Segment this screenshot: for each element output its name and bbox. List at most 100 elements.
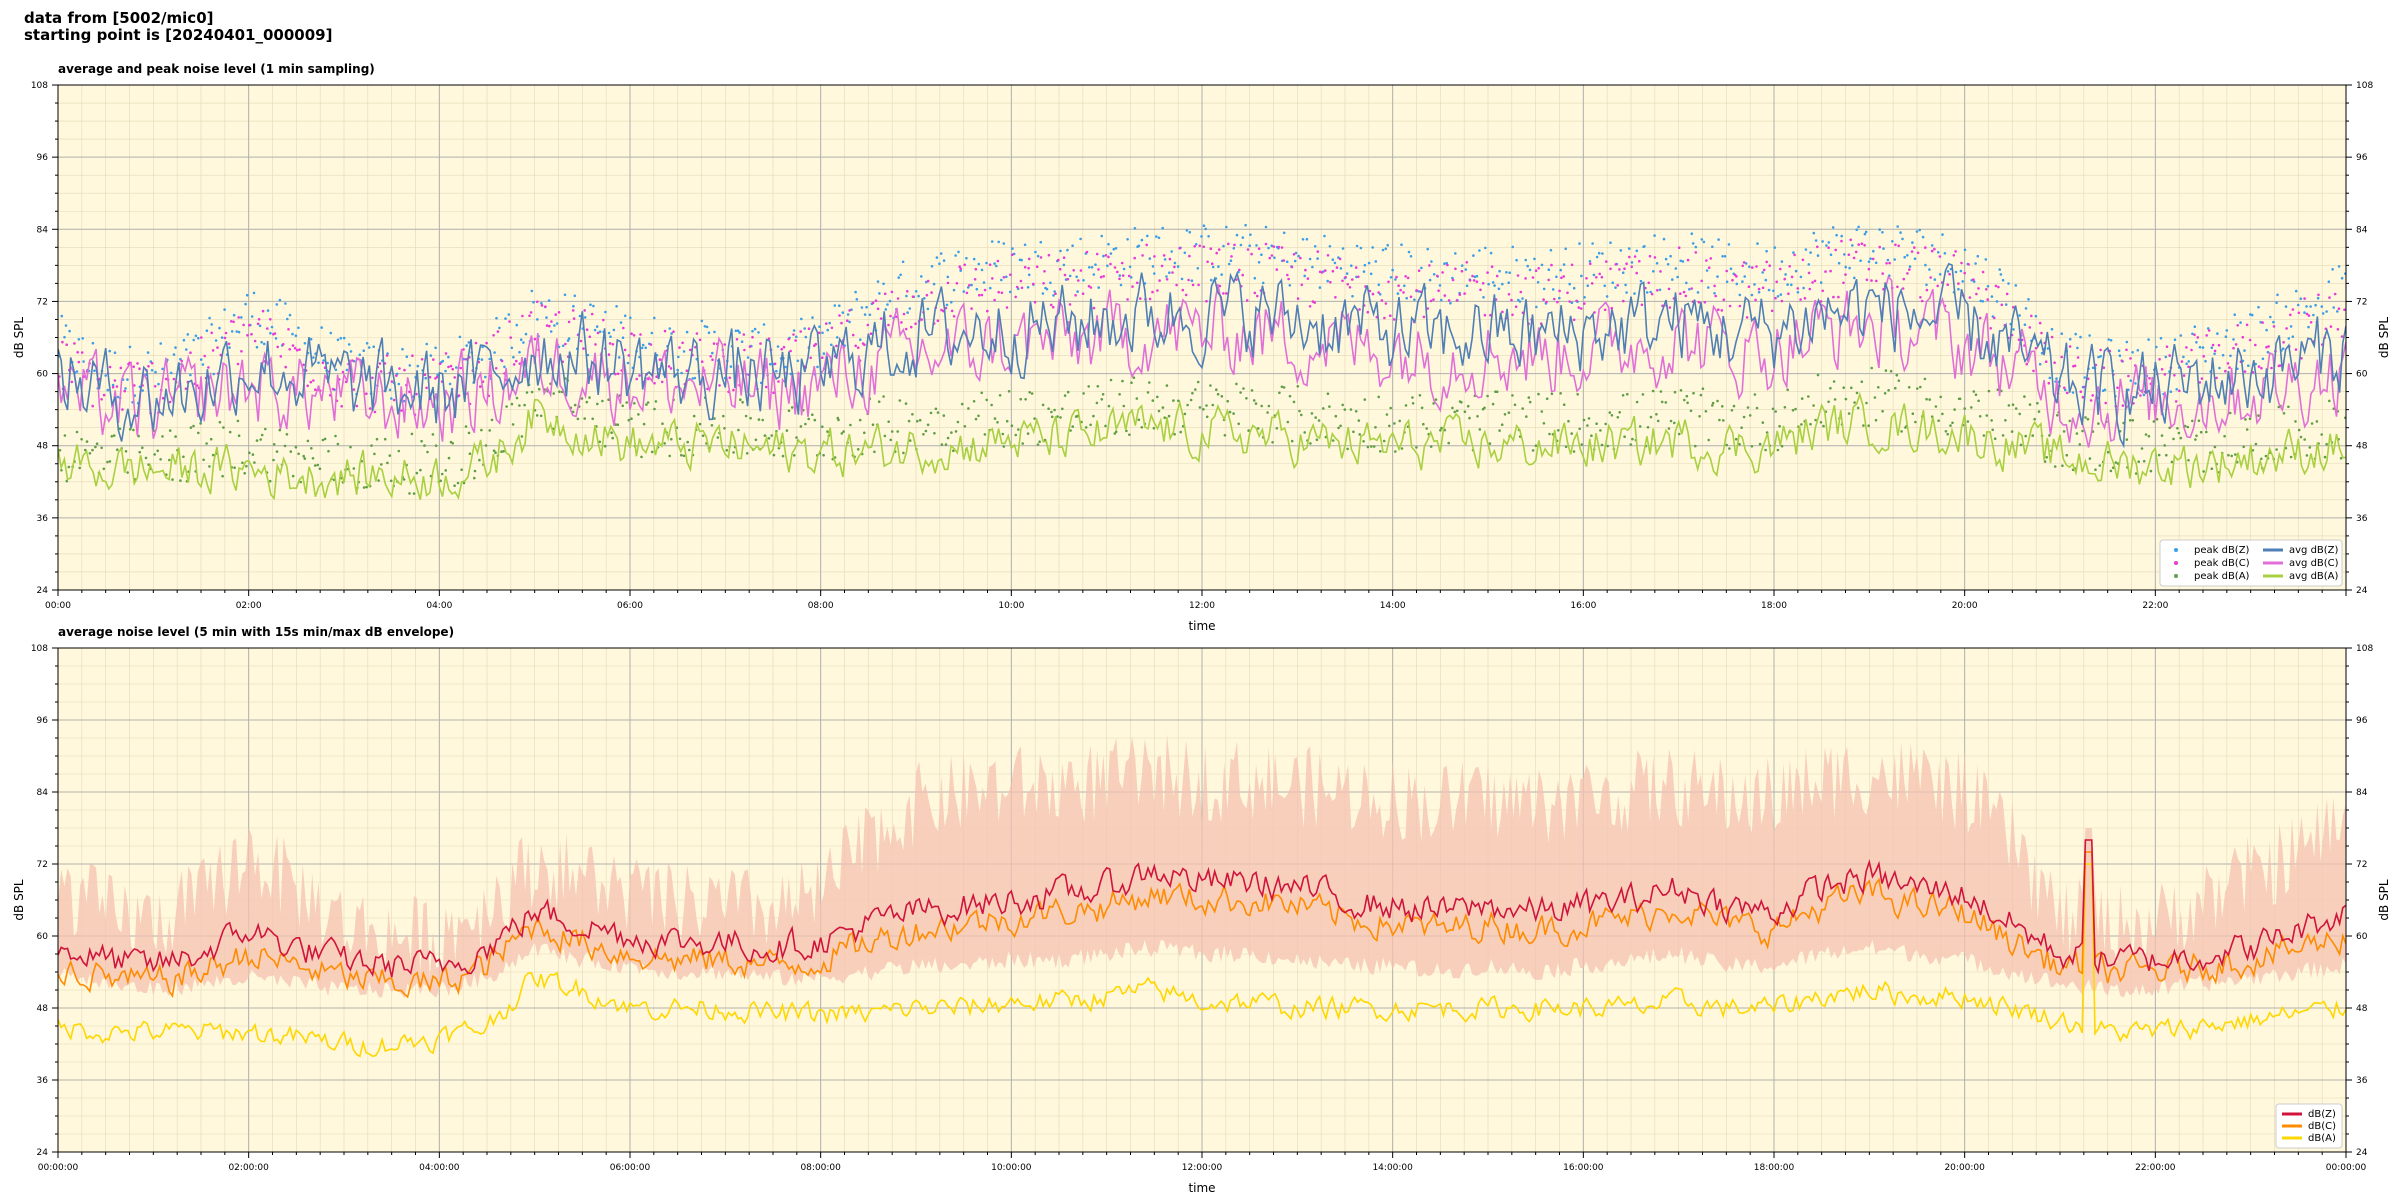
peak-point [111, 385, 115, 389]
peak-point [846, 313, 850, 316]
peak-point [1758, 442, 1762, 446]
peak-point [426, 450, 429, 454]
peak-point [1389, 406, 1392, 410]
peak-point [1911, 412, 1915, 416]
peak-point [1087, 385, 1090, 388]
peak-point [1867, 260, 1871, 264]
peak-point [479, 385, 482, 388]
peak-point [1298, 409, 1301, 413]
peak-point [2327, 280, 2331, 284]
peak-point [1331, 258, 1335, 262]
peak-point [1222, 244, 1225, 248]
peak-point [1827, 241, 1831, 244]
peak-point [212, 372, 215, 376]
peak-point [58, 449, 62, 452]
peak-point [923, 297, 926, 300]
peak-point [77, 360, 81, 364]
peak-point [1528, 268, 1532, 272]
peak-point [1918, 228, 1921, 232]
peak-point [1296, 385, 1300, 388]
peak-point [2232, 338, 2235, 341]
peak-point [1677, 432, 1681, 436]
peak-point [1997, 285, 2000, 289]
peak-point [596, 331, 600, 335]
peak-point [571, 410, 575, 414]
peak-point [1042, 282, 1045, 285]
peak-point [958, 265, 961, 269]
peak-point [1958, 397, 1962, 401]
peak-point [1443, 262, 1446, 266]
peak-point [2024, 434, 2027, 438]
peak-point [1089, 423, 1092, 427]
peak-point [2325, 442, 2328, 446]
peak-point [822, 352, 826, 355]
peak-point [2224, 335, 2228, 339]
peak-point [1472, 254, 1475, 257]
peak-point [1960, 261, 1963, 265]
peak-point [1570, 432, 1573, 435]
peak-point [1146, 391, 1150, 394]
peak-point [1116, 270, 1119, 274]
peak-point [1228, 410, 1232, 414]
peak-point [1438, 284, 1442, 287]
peak-point [950, 309, 954, 313]
peak-point [1761, 271, 1764, 274]
peak-point [990, 240, 994, 243]
peak-point [1735, 282, 1739, 286]
peak-point [2225, 329, 2229, 332]
peak-point [1175, 283, 1178, 287]
peak-point [818, 331, 821, 335]
peak-point [741, 401, 744, 404]
peak-point [2191, 419, 2194, 423]
peak-point [2163, 373, 2167, 376]
peak-point [2308, 446, 2312, 449]
peak-point [1837, 295, 1840, 299]
peak-point [189, 426, 193, 429]
peak-point [1367, 261, 1371, 265]
y-axis-label-right: dB SPL [2377, 317, 2391, 359]
peak-point [785, 429, 789, 432]
peak-point [1455, 299, 1459, 302]
peak-point [763, 434, 767, 437]
peak-point [711, 351, 714, 355]
peak-point [544, 305, 547, 309]
peak-point [2299, 297, 2303, 301]
y-tick-label-left: 36 [37, 1076, 49, 1086]
peak-point [1152, 426, 1156, 430]
peak-point [1132, 376, 1136, 380]
peak-point [2048, 434, 2051, 437]
peak-point [1827, 246, 1830, 249]
peak-point [1428, 278, 1432, 282]
peak-point [1832, 295, 1835, 299]
peak-point [161, 367, 164, 371]
y-tick-label-left: 84 [37, 788, 49, 798]
peak-point [1729, 267, 1733, 271]
peak-point [174, 346, 177, 349]
chart-title: average noise level (5 min with 15s min/… [58, 625, 454, 639]
peak-point [1293, 259, 1297, 263]
minmax-envelope [58, 733, 2346, 998]
peak-point [2297, 311, 2301, 315]
peak-point [957, 250, 960, 254]
peak-point [2226, 362, 2230, 365]
peak-point [1382, 439, 1386, 443]
peak-point [1813, 279, 1817, 283]
peak-point [1202, 408, 1205, 411]
peak-point [278, 428, 282, 432]
peak-point [1547, 268, 1551, 272]
peak-point [2094, 468, 2097, 472]
peak-point [1402, 291, 1405, 294]
peak-point [1528, 400, 1532, 404]
peak-series-1 [58, 238, 2346, 417]
peak-point [1981, 270, 1985, 274]
peak-point [1857, 243, 1860, 246]
peak-point [1181, 288, 1185, 292]
peak-point [1855, 391, 1859, 395]
peak-point [963, 263, 966, 267]
peak-point [1966, 420, 1970, 423]
peak-point [1660, 400, 1664, 404]
peak-point [189, 373, 192, 377]
peak-point [1580, 274, 1583, 278]
peak-point [1430, 260, 1433, 263]
peak-point [705, 325, 709, 329]
